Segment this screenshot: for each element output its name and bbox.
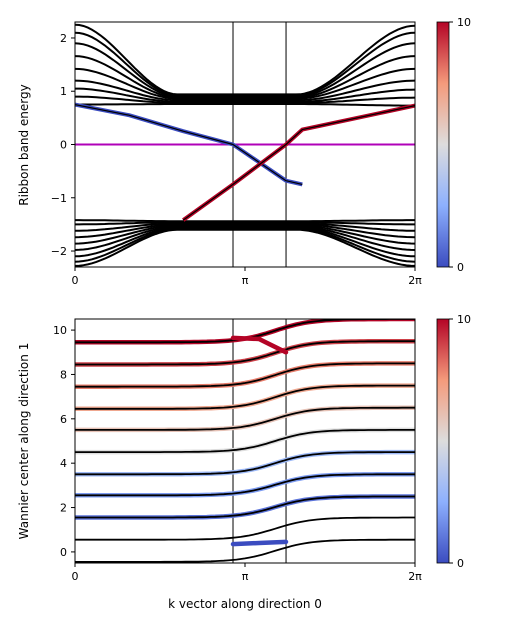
wannier-center-line	[75, 516, 415, 541]
band-y-tick-label: 1	[60, 85, 67, 98]
lower-band-line	[75, 228, 415, 267]
band-x-tick-label: 2π	[408, 274, 422, 287]
wannier-y-tick-label: 0	[60, 546, 67, 559]
wannier-x-tick-label: 0	[72, 570, 79, 583]
wannier-y-tick-label: 2	[60, 502, 67, 515]
wannier-edge-segment	[230, 335, 289, 355]
wannier-center-line	[75, 384, 415, 410]
band-panel: 0 π 2π −2 −1 0 1 2 Ribbon band energy	[17, 21, 422, 287]
wannier-x-label: k vector along direction 0	[168, 597, 322, 611]
wannier-center-line	[75, 473, 415, 497]
wannier-lines	[75, 319, 415, 563]
wannier-center-line	[75, 495, 415, 519]
band-ticks: 0 π 2π −2 −1 0 1 2	[51, 32, 422, 287]
wannier-ticks: 0 π 2π 0 2 4 6 8 10	[53, 324, 422, 583]
wannier-y-tick-label: 8	[60, 368, 67, 381]
edge-state-line	[75, 104, 303, 185]
edge-state-colored	[182, 103, 415, 222]
wannier-y-label: Wannier center along direction 1	[17, 343, 31, 540]
upper-band-line	[75, 55, 415, 99]
wannier-axes-frame	[74, 318, 416, 564]
lower-band-line	[75, 225, 415, 251]
upper-band-line	[75, 103, 415, 107]
band-y-tick-label: −1	[51, 192, 67, 205]
upper-band-line	[75, 23, 415, 96]
upper-band-line	[75, 95, 415, 104]
band-y-tick-label: 0	[60, 139, 67, 152]
band-colorbar: 10 0	[436, 16, 471, 274]
lower-band-line	[75, 226, 415, 258]
upper-band-line	[75, 87, 415, 103]
wannier-y-tick-label: 4	[60, 457, 67, 470]
wannier-colorbar: 10 0	[436, 313, 471, 570]
wannier-colorbar-min-label: 0	[457, 557, 464, 570]
band-x-tick-label: π	[242, 274, 249, 287]
band-y-label: Ribbon band energy	[17, 84, 31, 206]
wannier-edge-segment	[230, 539, 289, 547]
band-y-tick-label: 2	[60, 32, 67, 45]
band-y-tick-label: −2	[51, 245, 67, 258]
band-lines	[75, 22, 415, 267]
wannier-x-tick-label: π	[242, 570, 249, 583]
wannier-center-line	[75, 406, 415, 431]
edge-state-line	[182, 105, 415, 221]
lower-band-line	[75, 223, 415, 239]
upper-band-line	[75, 67, 415, 100]
upper-band-line	[75, 42, 415, 98]
upper-band-line	[75, 31, 415, 97]
band-x-tick-label: 0	[72, 274, 79, 287]
wannier-center-line	[75, 362, 415, 388]
wannier-panel: 0 π 2π 0 2 4 6 8 10 Wannier center along directi…	[17, 318, 422, 611]
wannier-y-tick-label: 10	[53, 324, 67, 337]
wannier-x-tick-label: 2π	[408, 570, 422, 583]
wannier-center-line	[75, 538, 415, 563]
lower-band-line	[75, 219, 415, 223]
band-colorbar-max-label: 10	[457, 16, 471, 29]
wannier-y-tick-label: 6	[60, 413, 67, 426]
wannier-center-line	[75, 429, 415, 453]
wannier-colorbar-bar	[436, 318, 450, 564]
lower-band-line	[75, 222, 415, 232]
upper-band-line	[75, 79, 415, 102]
band-colorbar-bar	[436, 21, 450, 268]
wannier-center-line	[75, 340, 415, 366]
wannier-colorbar-max-label: 10	[457, 313, 471, 326]
band-colorbar-min-label: 0	[457, 261, 464, 274]
wannier-center-line	[75, 451, 415, 476]
